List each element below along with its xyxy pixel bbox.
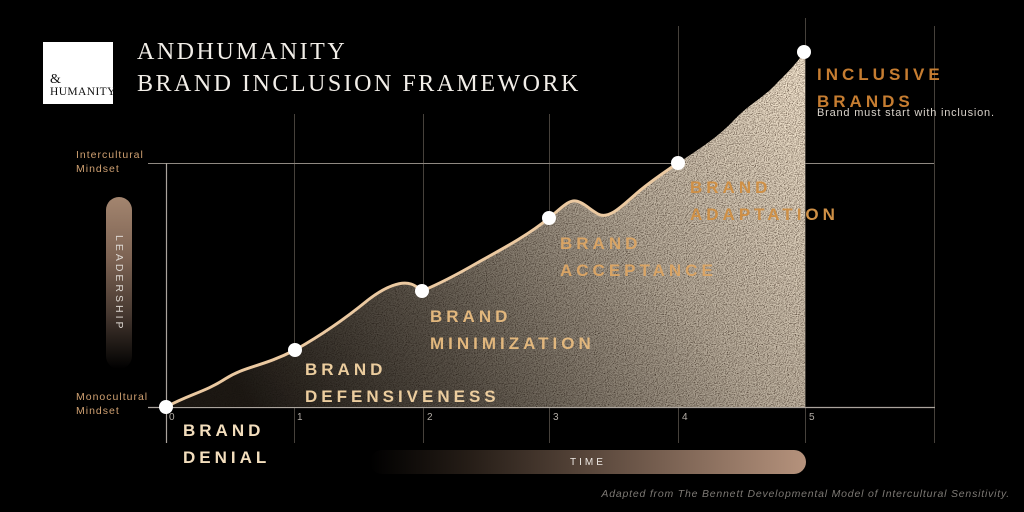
intercultural-line2: Mindset xyxy=(76,163,120,175)
stage-0-line2: DENIAL xyxy=(183,448,271,467)
title-line-2: BRAND INCLUSION FRAMEWORK xyxy=(137,71,581,97)
leadership-axis-label: LEADERSHIP xyxy=(113,234,125,332)
x-tick-1: 1 xyxy=(297,412,304,423)
stage-label-inclusive-brands: INCLUSIVE BRANDS xyxy=(817,61,944,115)
stage-4-line2: ADAPTATION xyxy=(690,205,839,224)
stage-label-brand-adaptation: BRAND ADAPTATION xyxy=(690,174,839,228)
milestone-dot-minimization xyxy=(415,284,429,298)
milestone-dot-acceptance xyxy=(542,211,556,225)
stage-label-brand-denial: BRAND DENIAL xyxy=(183,417,270,471)
time-axis-bar: TIME xyxy=(370,450,806,474)
stage-5-line1: INCLUSIVE xyxy=(817,65,944,84)
andhumanity-logo: & HUMANITY xyxy=(43,42,116,104)
stage-label-brand-minimization: BRAND MINIMIZATION xyxy=(430,303,595,357)
stage-3-line1: BRAND xyxy=(560,234,642,253)
x-tick-3: 3 xyxy=(553,412,560,423)
time-axis-label: TIME xyxy=(570,456,606,468)
stage-1-line2: DEFENSIVENESS xyxy=(305,387,500,406)
monocultural-mindset-label: Monocultural Mindset xyxy=(76,390,148,418)
stage-4-line1: BRAND xyxy=(690,178,772,197)
monocultural-line2: Mindset xyxy=(76,405,120,417)
milestone-dot-defensiveness xyxy=(288,343,302,357)
x-tick-5: 5 xyxy=(809,412,816,423)
x-tick-2: 2 xyxy=(427,412,434,423)
intercultural-line1: Intercultural xyxy=(76,149,144,161)
stage-label-brand-defensiveness: BRAND DEFENSIVENESS xyxy=(305,356,500,410)
milestone-dot-inclusive xyxy=(797,45,811,59)
inclusive-brands-note: Brand must start with inclusion. xyxy=(817,107,995,119)
intercultural-mindset-label: Intercultural Mindset xyxy=(76,148,144,176)
stage-2-line2: MINIMIZATION xyxy=(430,334,595,353)
title-line-1: ANDHUMANITY xyxy=(137,39,348,65)
stage-2-line1: BRAND xyxy=(430,307,512,326)
page-title: ANDHUMANITY BRAND INCLUSION FRAMEWORK xyxy=(137,36,581,100)
milestone-dot-adaptation xyxy=(671,156,685,170)
curve-line xyxy=(164,161,680,409)
x-tick-0: 0 xyxy=(169,412,176,423)
source-citation: Adapted from The Bennett Developmental M… xyxy=(601,488,1010,500)
stage-3-line2: ACCEPTANCE xyxy=(560,261,717,280)
monocultural-line1: Monocultural xyxy=(76,391,149,403)
stage-1-line1: BRAND xyxy=(305,360,387,379)
stage-0-line1: BRAND xyxy=(183,421,265,440)
logo-wordmark: HUMANITY xyxy=(50,86,116,98)
stage-5-line2: BRANDS xyxy=(817,92,914,111)
milestone-dot-denial xyxy=(159,400,173,414)
area-fill-textured xyxy=(166,52,805,407)
leadership-axis-bar: LEADERSHIP xyxy=(106,197,132,369)
x-tick-4: 4 xyxy=(682,412,689,423)
logo-ampersand: & xyxy=(50,72,61,87)
stage-label-brand-acceptance: BRAND ACCEPTANCE xyxy=(560,230,717,284)
